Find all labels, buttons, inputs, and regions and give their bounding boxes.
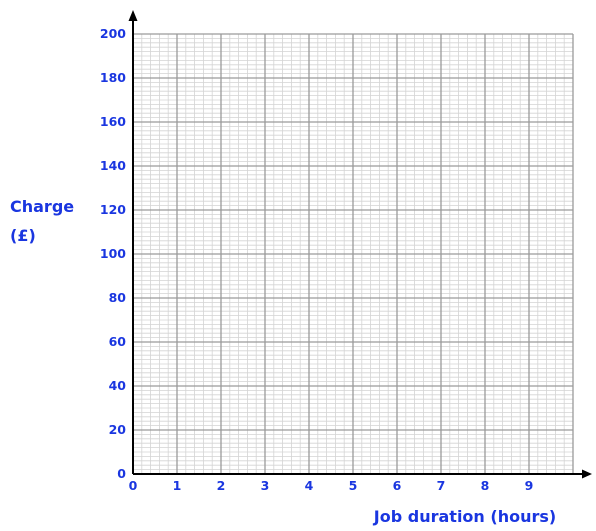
y-tick-label: 160 [100,114,126,129]
x-tick-label: 7 [437,478,446,493]
y-axis-title-line: Charge [10,197,74,216]
x-tick-label: 2 [217,478,226,493]
x-axis-title: Job duration (hours) [373,507,556,526]
y-tick-label: 120 [100,202,126,217]
x-tick-label: 0 [129,478,138,493]
y-tick-labels: 0 20 40 60 80 100 120 140 160 180 200 [100,26,126,481]
x-tick-label: 1 [173,478,182,493]
y-tick-label: 80 [109,290,127,305]
x-tick-labels: 0 1 2 3 4 5 6 7 8 9 [129,478,534,493]
y-axis-title-line: (£) [10,226,36,245]
major-grid [132,33,574,475]
y-tick-label: 20 [109,422,127,437]
x-tick-label: 9 [525,478,534,493]
y-tick-label: 100 [100,246,126,261]
y-tick-label: 200 [100,26,126,41]
x-tick-label: 4 [305,478,314,493]
x-axis-arrowhead [582,469,592,479]
y-tick-label: 40 [109,378,127,393]
x-tick-label: 6 [393,478,402,493]
y-tick-label: 180 [100,70,126,85]
x-tick-label: 8 [481,478,490,493]
y-axis-arrowhead [128,10,138,21]
x-tick-label: 5 [349,478,358,493]
y-tick-label: 60 [109,334,127,349]
y-axis-title: Charge (£) [10,197,74,245]
y-tick-label: 140 [100,158,126,173]
y-tick-label: 0 [117,466,126,481]
axes [128,10,592,479]
x-tick-label: 3 [261,478,270,493]
